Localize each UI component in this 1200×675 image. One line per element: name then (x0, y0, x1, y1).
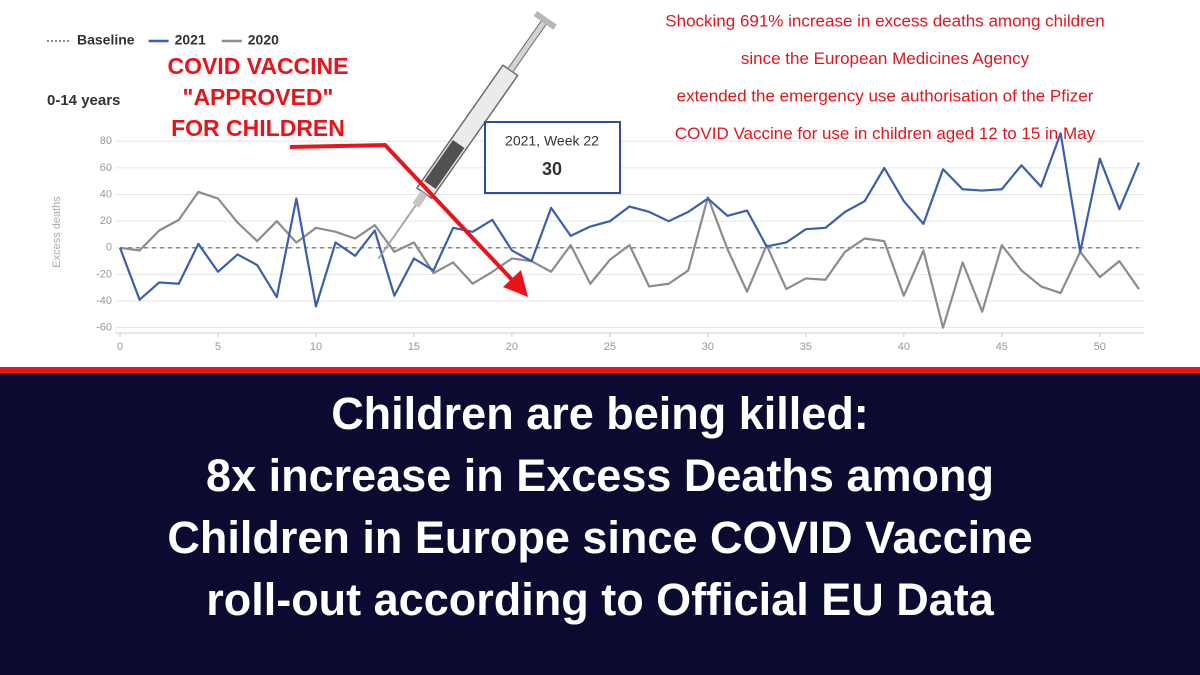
y-tick-label: 20 (100, 215, 112, 227)
x-tick-label: 50 (1094, 341, 1106, 353)
divider (0, 367, 1200, 373)
x-tick-label: 30 (702, 341, 714, 353)
vaccine-annotation: "APPROVED" (183, 84, 334, 110)
y-tick-label: -60 (96, 322, 112, 334)
y-tick-label: 60 (100, 162, 112, 174)
vaccine-annotation: FOR CHILDREN (171, 115, 345, 141)
legend: Baseline 2021 2020 (47, 32, 279, 48)
claim-annotation: since the European Medicines Agency (741, 49, 1030, 68)
x-tick-label: 15 (408, 341, 420, 353)
tooltip-title: 2021, Week 22 (505, 133, 599, 149)
x-tick-label: 5 (215, 341, 221, 353)
y-tick-label: 80 (100, 135, 112, 147)
x-tick-label: 20 (506, 341, 518, 353)
x-tick-label: 40 (898, 341, 910, 353)
plot: -60 -40 -20 0 20 40 60 80 0 5 10 15 20 25 30 35 40 45 50 (96, 132, 1144, 353)
x-tick-label: 35 (800, 341, 812, 353)
x-tick-label: 0 (117, 341, 123, 353)
subtitle: 0-14 years (47, 92, 120, 109)
y-axis-label: Excess deaths (51, 196, 63, 268)
headline-line: Children are being killed: (331, 388, 869, 439)
headline-line: roll-out according to Official EU Data (206, 574, 995, 625)
legend-label: 2021 (175, 32, 206, 48)
y-tick-label: -40 (96, 295, 112, 307)
claim-annotation: COVID Vaccine for use in children aged 1… (675, 124, 1096, 143)
vaccine-annotation: COVID VACCINE (167, 53, 348, 79)
x-tick-label: 10 (310, 341, 322, 353)
legend-label: Baseline (77, 32, 135, 48)
headline-panel (0, 373, 1200, 675)
legend-label: 2020 (248, 32, 279, 48)
headline-line: 8x increase in Excess Deaths among (206, 450, 994, 501)
x-tick-label: 45 (996, 341, 1008, 353)
series-line (118, 132, 1141, 308)
red-arrow (289, 142, 528, 297)
syringe-illustration (377, 11, 557, 260)
claim-annotation: Shocking 691% increase in excess deaths … (665, 11, 1104, 30)
headline-line: Children in Europe since COVID Vaccine (167, 512, 1032, 563)
y-tick-label: 40 (100, 188, 112, 200)
y-tick-label: 0 (106, 242, 112, 254)
x-tick-label: 25 (604, 341, 616, 353)
y-tick-label: -20 (96, 268, 112, 280)
tooltip-box (484, 121, 621, 194)
tooltip-value: 30 (542, 159, 562, 179)
claim-annotation: extended the emergency use authorisation… (677, 86, 1094, 105)
